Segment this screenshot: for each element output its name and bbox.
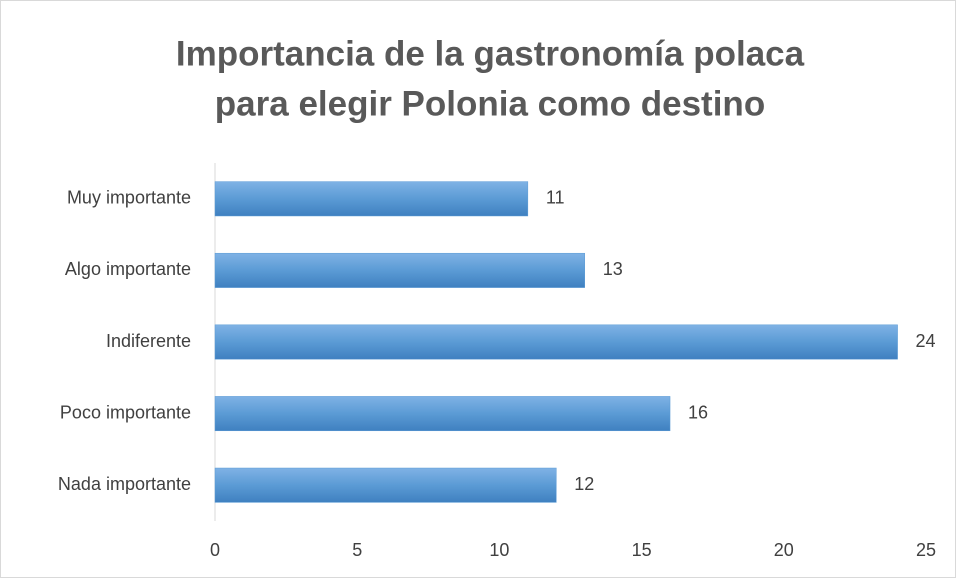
data-label: 12 — [574, 474, 594, 494]
x-tick-label: 20 — [774, 540, 794, 560]
y-tick-label: Poco importante — [60, 402, 191, 422]
bar — [214, 252, 585, 288]
y-tick-label: Muy importante — [67, 188, 191, 208]
bar — [214, 324, 898, 360]
y-tick-label: Indiferente — [106, 331, 191, 351]
y-tick-label: Algo importante — [65, 259, 191, 279]
chart-title: Importancia de la gastronomía polaca — [176, 34, 805, 73]
data-label: 11 — [546, 188, 565, 208]
x-tick-label: 25 — [916, 540, 936, 560]
x-tick-label: 10 — [489, 540, 509, 560]
bar — [214, 467, 557, 503]
data-label: 16 — [688, 402, 708, 422]
x-tick-label: 15 — [632, 540, 652, 560]
y-tick-label: Nada importante — [58, 474, 191, 494]
x-tick-label: 0 — [210, 540, 220, 560]
bar — [214, 396, 671, 432]
data-label: 24 — [916, 331, 936, 351]
chart-title: para elegir Polonia como destino — [215, 84, 765, 123]
x-tick-label: 5 — [352, 540, 362, 560]
bar — [214, 181, 529, 217]
data-label: 13 — [603, 259, 623, 279]
